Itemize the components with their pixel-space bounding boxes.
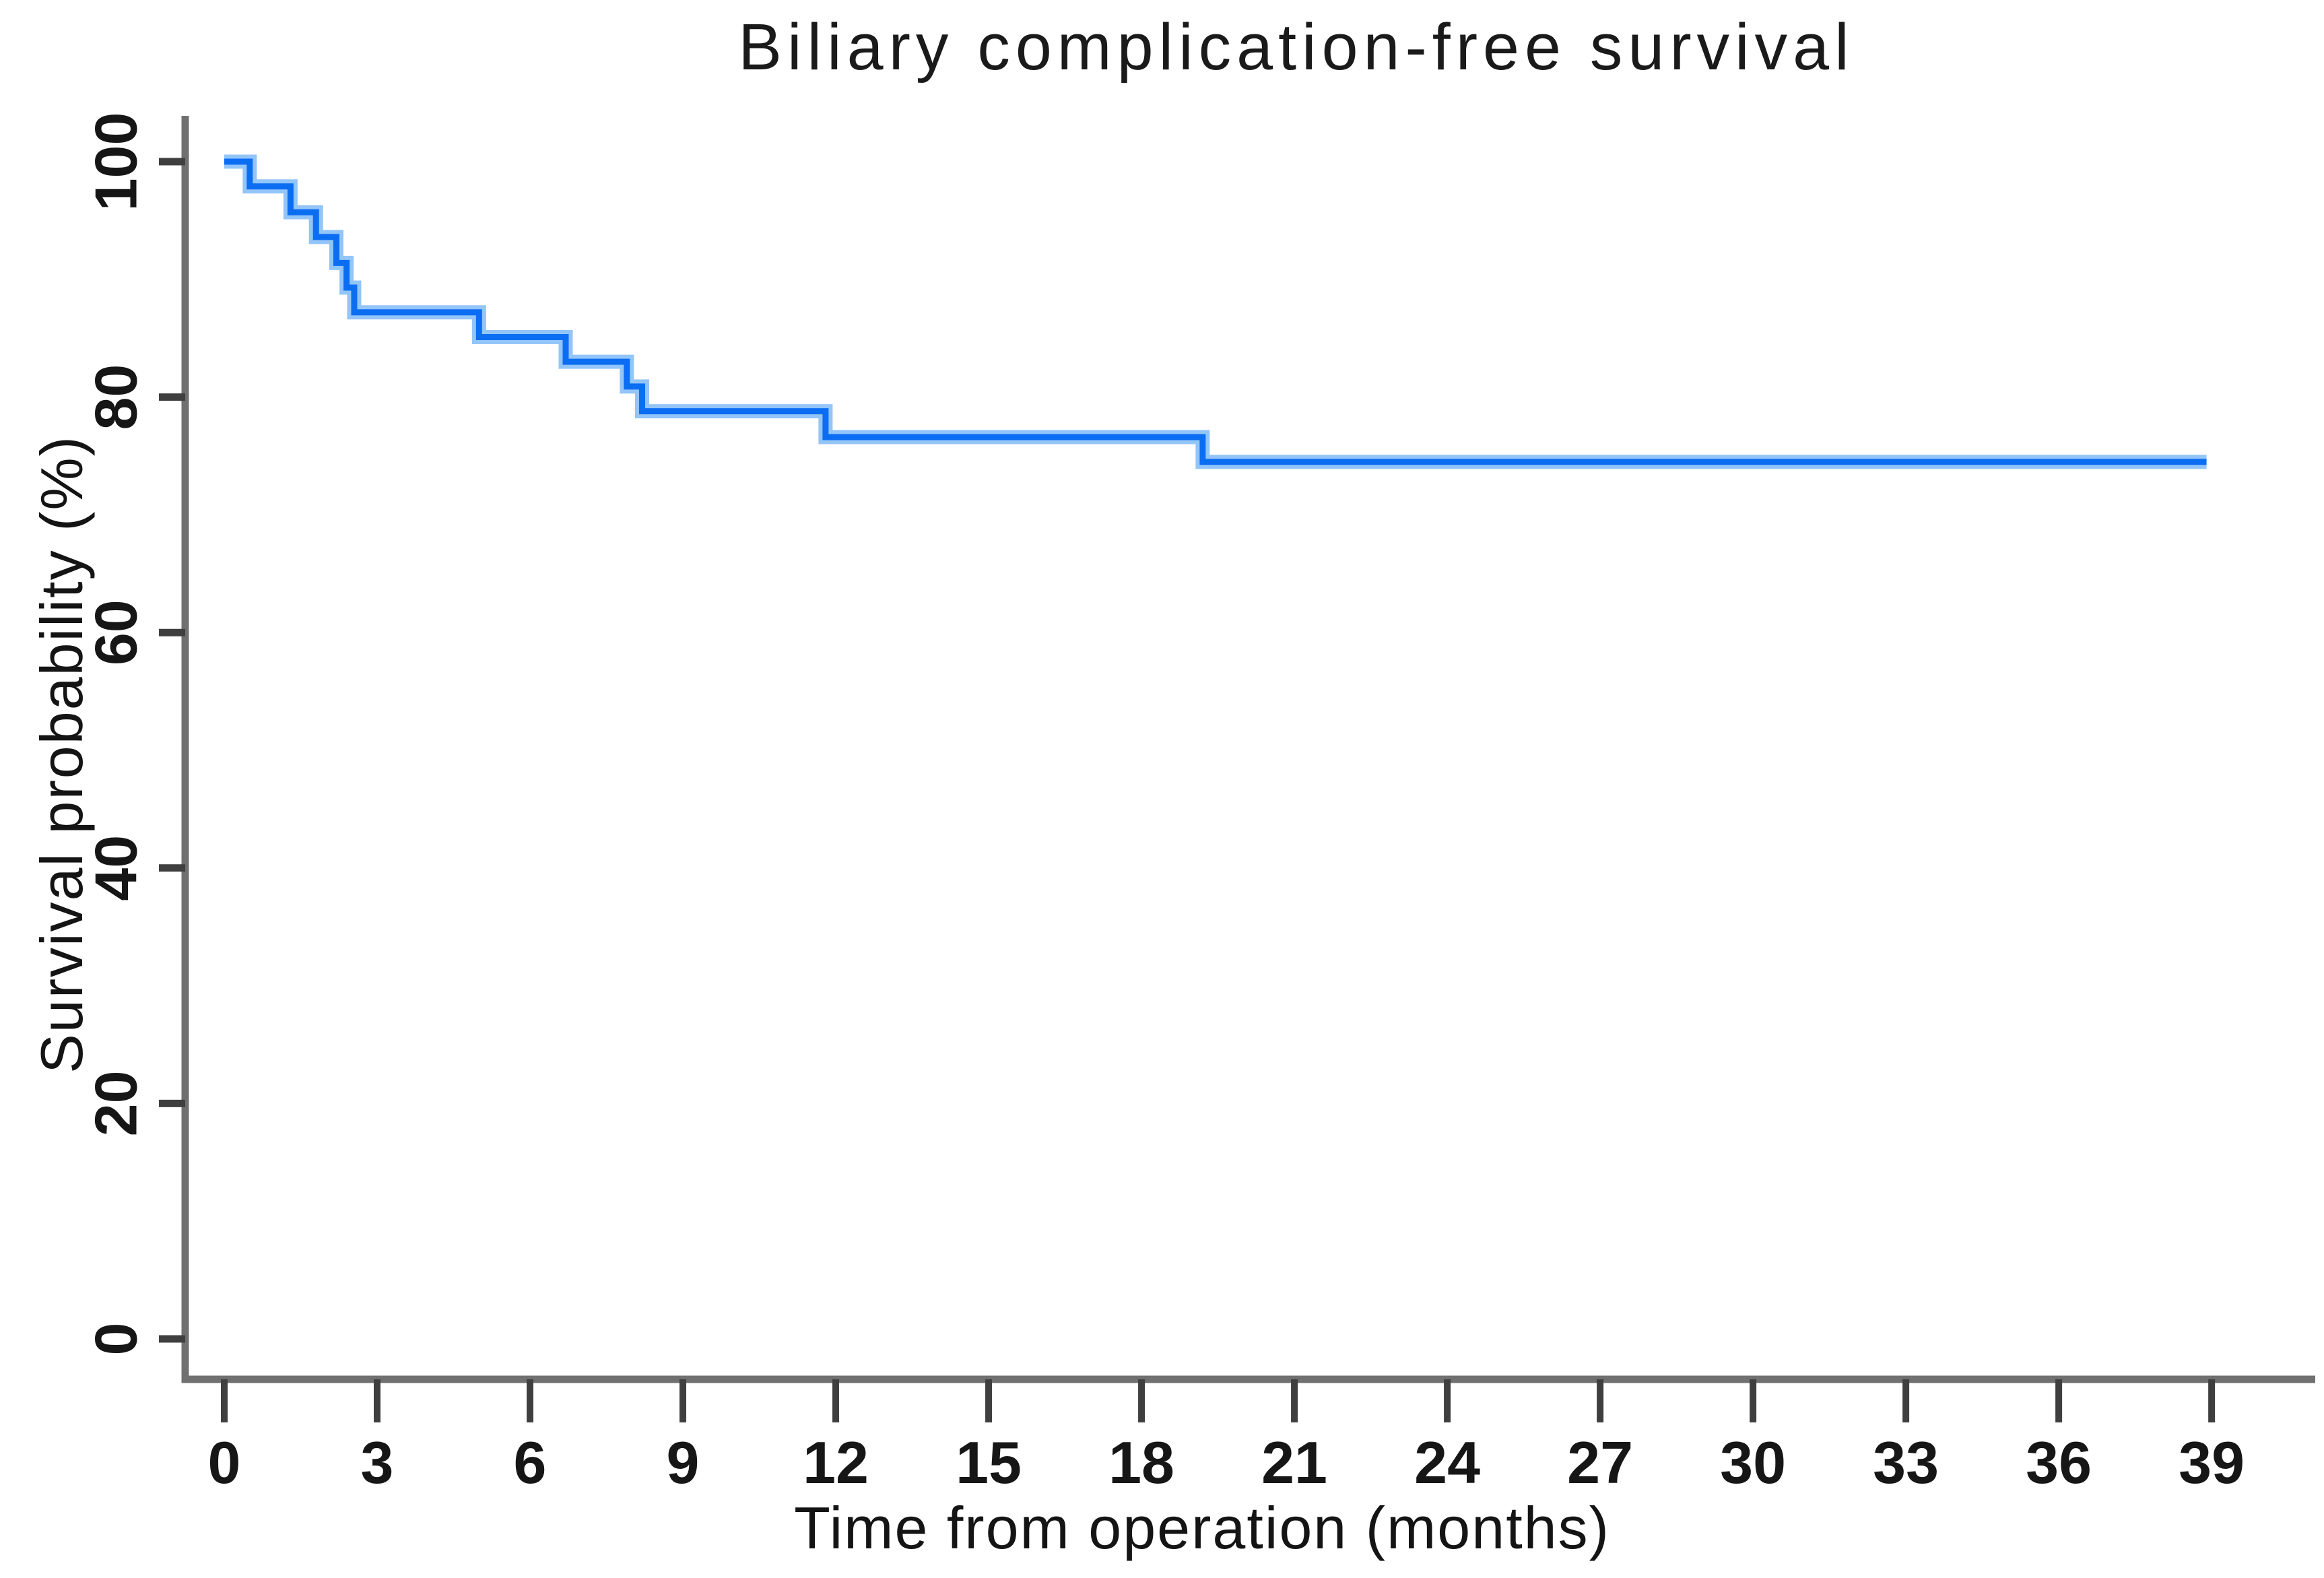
- x-tick-label: 33: [1873, 1429, 1939, 1496]
- y-tick-label: 20: [83, 1070, 150, 1136]
- x-tick-label: 27: [1567, 1429, 1633, 1496]
- survival-curve: [224, 158, 2207, 465]
- y-tick-label: 40: [83, 835, 150, 901]
- x-tick-label: 0: [208, 1429, 241, 1496]
- x-tick-label: 30: [1720, 1429, 1786, 1496]
- x-tick-label: 9: [667, 1429, 700, 1496]
- x-tick-label: 15: [956, 1429, 1022, 1496]
- x-tick-label: 18: [1108, 1429, 1174, 1496]
- x-tick-label: 6: [514, 1429, 547, 1496]
- x-tick-label: 39: [2179, 1429, 2245, 1496]
- x-tick-label: 21: [1261, 1429, 1327, 1496]
- y-tick-label: 60: [83, 599, 150, 665]
- survival-curve-glow: [224, 154, 2207, 469]
- y-tick-label: 80: [83, 364, 150, 430]
- x-axis-label: Time from operation (months): [794, 1494, 1610, 1561]
- x-tick-label: 24: [1414, 1429, 1480, 1496]
- y-tick-label: 0: [83, 1323, 150, 1356]
- x-tick-label: 12: [803, 1429, 869, 1496]
- chart-title: Biliary complication-free survival: [738, 10, 1855, 84]
- x-tick-label: 3: [361, 1429, 394, 1496]
- y-tick-label: 100: [83, 112, 150, 211]
- x-tick-label: 36: [2026, 1429, 2092, 1496]
